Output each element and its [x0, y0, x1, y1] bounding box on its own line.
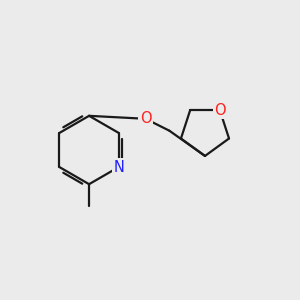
- Text: N: N: [113, 160, 124, 175]
- Text: O: O: [214, 103, 226, 118]
- Text: O: O: [140, 111, 152, 126]
